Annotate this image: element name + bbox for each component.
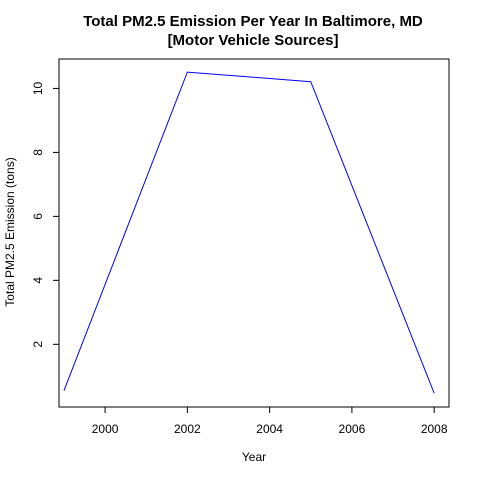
y-tick-label: 2 (31, 341, 45, 348)
chart-title-line2: [Motor Vehicle Sources] (168, 32, 339, 49)
x-tick-label: 2002 (174, 422, 201, 436)
y-axis-label: Total PM2.5 Emission (tons) (3, 157, 17, 306)
x-tick-label: 2000 (92, 422, 119, 436)
x-tick-label: 2008 (421, 422, 448, 436)
x-tick-label: 2004 (256, 422, 283, 436)
x-axis: 2000 2002 2004 2006 2008 (92, 406, 448, 436)
series-line (63, 71, 435, 394)
chart-title-line1: Total PM2.5 Emission Per Year In Baltimo… (83, 13, 423, 30)
y-tick-label: 10 (31, 81, 45, 95)
x-tick-label: 2006 (339, 422, 366, 436)
y-tick-label: 6 (31, 213, 45, 220)
y-axis: 2 4 6 8 10 (31, 81, 60, 348)
x-axis-label: Year (242, 450, 266, 464)
plot-frame (58, 58, 450, 408)
y-tick-label: 4 (31, 277, 45, 284)
series-group (63, 71, 435, 394)
y-tick-label: 8 (31, 149, 45, 156)
